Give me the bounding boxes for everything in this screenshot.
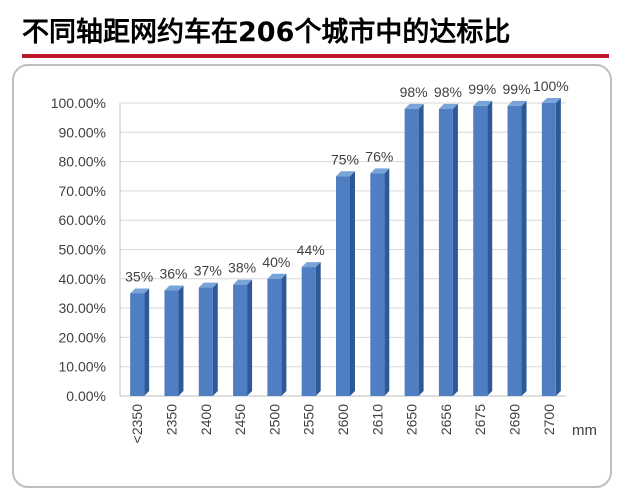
y-tick-label: 70.00%: [59, 183, 106, 199]
data-label: 35%: [125, 268, 153, 284]
chart-title: 不同轴距网约车在206个城市中的达标比: [22, 17, 511, 48]
data-label: 99%: [468, 81, 496, 97]
bar: [336, 171, 355, 396]
bar-side: [487, 100, 493, 397]
bar-front: [404, 108, 419, 397]
bar-top: [233, 279, 253, 285]
y-tick-label: 40.00%: [59, 271, 106, 287]
bar-side: [144, 288, 150, 396]
bar-side: [384, 168, 390, 396]
x-tick-label: 2656: [438, 404, 454, 435]
data-label: 75%: [331, 151, 359, 167]
bar-front: [130, 293, 145, 396]
bar: [130, 288, 150, 396]
bars: [130, 98, 561, 397]
y-tick-label: 20.00%: [59, 329, 106, 345]
x-tick-label: 2610: [369, 404, 385, 435]
bar-front: [267, 278, 282, 396]
data-label: 36%: [159, 266, 187, 282]
bar-front: [541, 103, 556, 396]
bar-front: [473, 105, 488, 397]
bar: [541, 98, 561, 396]
bar-top: [404, 103, 424, 109]
y-tick-label: 0.00%: [66, 388, 106, 404]
x-tick-label: 2650: [404, 404, 420, 435]
bar-side: [212, 282, 218, 396]
bar: [164, 285, 184, 396]
bar-top: [198, 282, 218, 288]
title-underline: [22, 54, 609, 58]
bar: [370, 168, 390, 396]
bar: [473, 100, 493, 397]
bar: [267, 273, 287, 396]
bar-front: [198, 287, 213, 396]
data-label: 100%: [533, 78, 569, 94]
bar-top: [438, 103, 458, 109]
bar-top: [164, 285, 184, 291]
data-label: 40%: [262, 254, 290, 270]
bar-side: [555, 98, 561, 396]
bar-top: [130, 288, 150, 294]
x-tick-label: 2690: [507, 404, 523, 435]
bar: [233, 279, 253, 396]
bar-top: [370, 168, 390, 174]
bar-top: [541, 98, 561, 103]
data-label: 76%: [365, 148, 393, 164]
bar: [507, 100, 527, 397]
bar-side: [247, 279, 253, 396]
labels: 0.00% 10.00% 20.00% 30.00% 40.00% 50.00% 60.00…: [51, 78, 569, 443]
x-tick-label: 2500: [266, 404, 282, 435]
x-tick-label: 2400: [198, 404, 214, 435]
bar-front: [438, 108, 453, 397]
bar: [438, 103, 458, 397]
bar: [404, 103, 424, 397]
y-tick-label: 100.00%: [51, 95, 106, 111]
data-label: 37%: [194, 263, 222, 279]
x-tick-label: <2350: [129, 404, 145, 444]
bar: [198, 282, 218, 396]
bar-top: [473, 100, 493, 106]
bar-top: [507, 100, 527, 106]
data-label: 38%: [228, 260, 256, 276]
bar-side: [281, 273, 287, 396]
y-tick-label: 60.00%: [59, 212, 106, 228]
x-tick-label: 2600: [335, 404, 351, 435]
x-tick-label: 2675: [472, 404, 488, 435]
bar-front: [370, 173, 385, 396]
bar-side: [521, 100, 527, 397]
y-tick-label: 90.00%: [59, 124, 106, 140]
bar-front: [301, 267, 316, 396]
bar-side: [178, 285, 184, 396]
x-tick-label: 2550: [301, 404, 317, 435]
y-tick-label: 80.00%: [59, 154, 106, 170]
bar-side: [315, 262, 321, 396]
data-label: 44%: [297, 242, 325, 258]
bar-side: [350, 171, 355, 396]
x-tick-label: 2350: [163, 404, 179, 435]
bar-front: [164, 290, 179, 396]
y-tick-label: 50.00%: [59, 242, 106, 258]
data-label: 99%: [503, 81, 531, 97]
bar-top: [301, 262, 321, 268]
x-tick-label: 2700: [541, 404, 557, 435]
bar: [301, 262, 321, 396]
bar-side: [452, 103, 458, 397]
y-tick-label: 10.00%: [59, 359, 106, 375]
x-axis-unit-label: mm: [572, 422, 597, 439]
data-label: 98%: [400, 84, 428, 100]
bar-side: [418, 103, 424, 397]
data-label: 98%: [434, 84, 462, 100]
bar-top: [336, 171, 355, 177]
x-tick-label: 2450: [232, 404, 248, 435]
y-tick-label: 30.00%: [59, 300, 106, 316]
bar-top: [267, 273, 287, 279]
bar-front: [336, 176, 350, 396]
bar-front: [233, 284, 248, 396]
bar-front: [507, 105, 522, 397]
